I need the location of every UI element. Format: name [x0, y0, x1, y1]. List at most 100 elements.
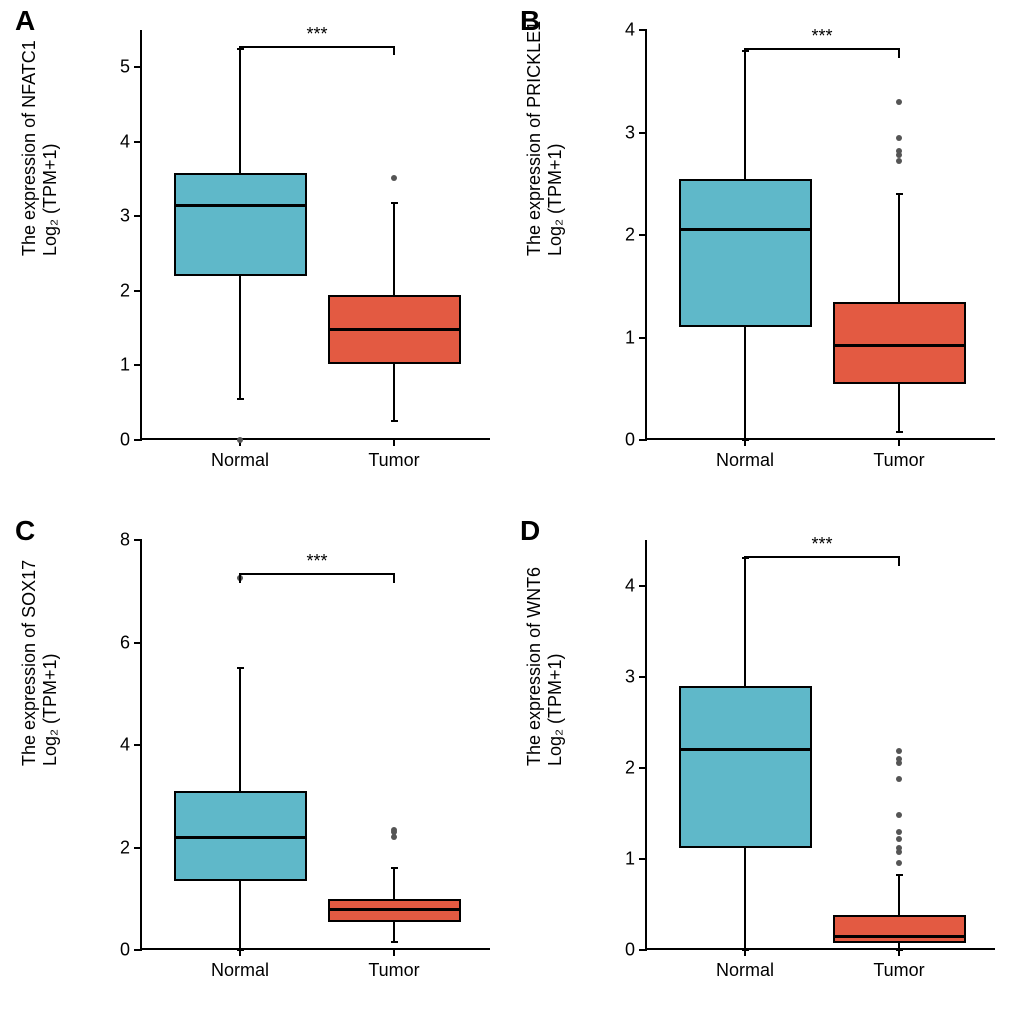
- y-tick-label: 0: [625, 430, 635, 451]
- whisker-cap-lower: [237, 949, 244, 951]
- whisker-lower: [744, 327, 746, 440]
- y-tick-label: 2: [120, 837, 130, 858]
- y-tick-label: 1: [120, 355, 130, 376]
- outlier-point: [896, 860, 902, 866]
- y-axis-label-line2: Log₂ (TPM+1): [545, 236, 566, 256]
- outlier-point: [896, 748, 902, 754]
- y-tick: [639, 234, 647, 236]
- whisker-cap-lower: [742, 439, 749, 441]
- y-tick: [134, 141, 142, 143]
- panel-a: A012345NormalTumor***The expression of N…: [15, 0, 510, 500]
- significance-bracket-drop: [239, 46, 241, 55]
- y-tick: [134, 66, 142, 68]
- y-tick: [134, 290, 142, 292]
- y-tick: [639, 29, 647, 31]
- x-tick-label: Tumor: [368, 960, 419, 981]
- significance-bracket-drop: [898, 556, 900, 565]
- significance-label: ***: [306, 24, 327, 45]
- median-line: [679, 748, 812, 751]
- median-line: [833, 935, 966, 938]
- y-tick-label: 2: [625, 225, 635, 246]
- plot-area: 01234NormalTumor***: [645, 30, 995, 440]
- significance-bracket-drop: [898, 48, 900, 57]
- y-tick-label: 3: [120, 206, 130, 227]
- y-tick: [639, 132, 647, 134]
- significance-bracket: [240, 46, 394, 48]
- y-axis-label: The expression of SOX17Log₂ (TPM+1): [19, 746, 61, 766]
- outlier-point: [391, 834, 397, 840]
- whisker-upper: [393, 868, 395, 899]
- y-axis-label: The expression of NFATC1Log₂ (TPM+1): [19, 236, 61, 256]
- significance-bracket-drop: [393, 573, 395, 582]
- box-normal: [679, 179, 812, 328]
- significance-label: ***: [811, 26, 832, 47]
- whisker-cap-upper: [896, 874, 903, 876]
- y-tick: [639, 585, 647, 587]
- x-tick-label: Tumor: [873, 450, 924, 471]
- y-tick: [639, 337, 647, 339]
- y-tick-label: 4: [120, 735, 130, 756]
- y-tick: [639, 439, 647, 441]
- median-line: [328, 328, 461, 331]
- box-tumor: [833, 302, 966, 384]
- outlier-point: [896, 99, 902, 105]
- outlier-point: [896, 845, 902, 851]
- y-tick-label: 8: [120, 530, 130, 551]
- significance-bracket: [745, 556, 899, 558]
- y-tick-label: 6: [120, 632, 130, 653]
- whisker-cap-lower: [742, 949, 749, 951]
- median-line: [833, 344, 966, 347]
- whisker-cap-upper: [391, 867, 398, 869]
- significance-bracket-drop: [239, 573, 241, 582]
- median-line: [679, 228, 812, 231]
- y-tick: [134, 642, 142, 644]
- y-tick: [134, 215, 142, 217]
- whisker-cap-lower: [391, 420, 398, 422]
- box-normal: [679, 686, 812, 848]
- significance-label: ***: [811, 534, 832, 555]
- x-tick-label: Tumor: [873, 960, 924, 981]
- y-tick-label: 4: [625, 575, 635, 596]
- whisker-cap-lower: [237, 398, 244, 400]
- y-tick-label: 0: [625, 940, 635, 961]
- y-tick: [134, 949, 142, 951]
- y-tick: [134, 439, 142, 441]
- whisker-lower: [393, 364, 395, 421]
- significance-bracket-drop: [393, 46, 395, 55]
- y-tick-label: 4: [625, 20, 635, 41]
- y-tick-label: 1: [625, 848, 635, 869]
- significance-label: ***: [306, 551, 327, 572]
- y-tick-label: 0: [120, 430, 130, 451]
- outlier-point: [896, 148, 902, 154]
- y-tick-label: 1: [625, 327, 635, 348]
- x-tick: [393, 438, 395, 446]
- y-tick: [134, 744, 142, 746]
- plot-area: 02468NormalTumor***: [140, 540, 490, 950]
- whisker-lower: [744, 848, 746, 950]
- whisker-upper: [239, 668, 241, 791]
- y-tick-label: 3: [625, 122, 635, 143]
- whisker-upper: [898, 875, 900, 915]
- y-tick: [639, 676, 647, 678]
- panel-d: D01234NormalTumor***The expression of WN…: [520, 510, 1015, 1010]
- whisker-upper: [239, 49, 241, 173]
- y-tick: [639, 949, 647, 951]
- y-axis-label-line2: Log₂ (TPM+1): [40, 236, 61, 256]
- whisker-lower: [898, 384, 900, 432]
- whisker-upper: [744, 558, 746, 686]
- y-tick-label: 2: [625, 757, 635, 778]
- significance-bracket: [745, 48, 899, 50]
- y-tick-label: 4: [120, 131, 130, 152]
- whisker-lower: [239, 881, 241, 950]
- median-line: [174, 836, 307, 839]
- whisker-cap-upper: [237, 667, 244, 669]
- y-axis-label: The expression of WNT6Log₂ (TPM+1): [524, 746, 566, 766]
- y-axis-label-line2: Log₂ (TPM+1): [545, 746, 566, 766]
- y-tick: [134, 539, 142, 541]
- whisker-cap-upper: [896, 193, 903, 195]
- x-tick-label: Tumor: [368, 450, 419, 471]
- x-tick: [393, 948, 395, 956]
- x-tick: [898, 438, 900, 446]
- x-tick-label: Normal: [716, 450, 774, 471]
- y-tick: [134, 847, 142, 849]
